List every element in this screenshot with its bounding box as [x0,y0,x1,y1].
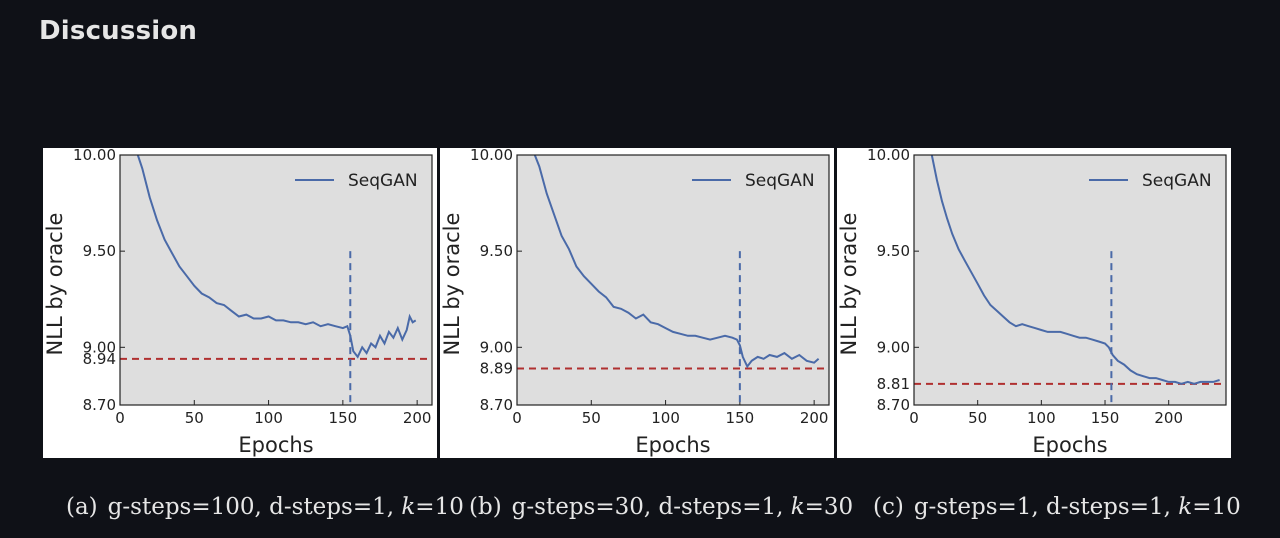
y-tick-label: 9.50 [877,242,910,260]
series-line [533,154,820,369]
caption-k-symbol: k [401,494,416,520]
y-tick-label: 8.70 [877,396,910,414]
caption-tag: (c) [873,494,904,520]
caption-k-symbol: k [790,494,805,520]
plot-area [914,155,1226,405]
x-tick-label: 0 [909,409,919,427]
x-tick-label: 200 [403,409,432,427]
chart-panel-c: 0 50 100 150 200 8.70 9.00 9.50 10.00 8.81 SeqGAN E… [837,148,1231,458]
chart-c: 0 50 100 150 200 8.70 9.00 9.50 10.00 8.81 SeqGAN E… [837,148,1227,457]
plot-frame [516,154,830,406]
caption-b: (b) g-steps=30, d-steps=1, k=30 [469,494,853,520]
y-tick-label: 9.00 [83,338,116,356]
y-tick-label: 9.00 [480,338,513,356]
plot-frame [913,154,1227,406]
caption-c: (c) g-steps=1, d-steps=1, k=10 [873,494,1241,520]
caption-a: (a) g-steps=100, d-steps=1, k=10 [66,494,464,520]
x-tick-label: 50 [185,409,204,427]
caption-text: g-steps=30, d-steps=1, [511,494,791,520]
x-tick-label: 150 [1091,409,1120,427]
x-axis-label: Epochs [1032,433,1107,457]
legend-label: SeqGAN [745,171,815,191]
chart-panel-a: 0 50 100 150 200 8.70 9.00 9.50 10.00 8.94 SeqGAN E… [43,148,437,458]
caption-text: g-steps=1, d-steps=1, [913,494,1179,520]
caption-k-value: =10 [415,494,464,520]
legend-label: SeqGAN [348,171,418,191]
x-tick-label: 150 [329,409,358,427]
caption-text: g-steps=100, d-steps=1, [107,494,402,520]
x-tick-label: 0 [512,409,522,427]
plot-area [120,155,432,405]
x-tick-label: 100 [1027,409,1056,427]
plot-frame [119,154,433,406]
caption-tag: (a) [66,494,98,520]
caption-k-value: =10 [1192,494,1241,520]
caption-tag: (b) [469,494,502,520]
x-tick-label: 150 [726,409,755,427]
x-axis-label: Epochs [635,433,710,457]
caption-k-value: =30 [804,494,854,520]
x-tick-label: 200 [800,409,829,427]
y-axis-label: NLL by oracle [837,213,861,356]
plot-area [517,155,829,405]
x-tick-label: 50 [968,409,987,427]
y-tick-label: 10.00 [867,148,910,164]
x-tick-label: 100 [651,409,680,427]
x-tick-label: 50 [582,409,601,427]
caption-k-symbol: k [1178,494,1193,520]
baseline-label: 8.94 [83,350,116,368]
series-line [930,154,1220,385]
y-tick-label: 8.70 [83,396,116,414]
x-axis-label: Epochs [238,433,313,457]
x-tick-label: 0 [115,409,125,427]
x-tick-label: 200 [1154,409,1183,427]
chart-b: 0 50 100 150 200 8.70 9.00 9.50 10.00 8.89 SeqGAN E… [440,148,830,457]
y-axis-label: NLL by oracle [440,213,464,356]
y-tick-label: 9.00 [877,338,910,356]
y-tick-label: 9.50 [83,242,116,260]
chart-panel-b: 0 50 100 150 200 8.70 9.00 9.50 10.00 8.89 SeqGAN E… [440,148,834,458]
y-axis-label: NLL by oracle [43,213,67,356]
baseline-label: 8.81 [877,375,910,393]
y-tick-label: 10.00 [470,148,513,164]
x-tick-label: 100 [254,409,283,427]
y-tick-label: 9.50 [480,242,513,260]
section-heading: Discussion [39,16,198,46]
series-line [136,154,417,359]
legend-label: SeqGAN [1142,171,1212,191]
chart-a: 0 50 100 150 200 8.70 9.00 9.50 10.00 8.94 SeqGAN E… [43,148,433,457]
y-tick-label: 10.00 [73,148,116,164]
baseline-label: 8.89 [480,359,513,377]
y-tick-label: 8.70 [480,396,513,414]
